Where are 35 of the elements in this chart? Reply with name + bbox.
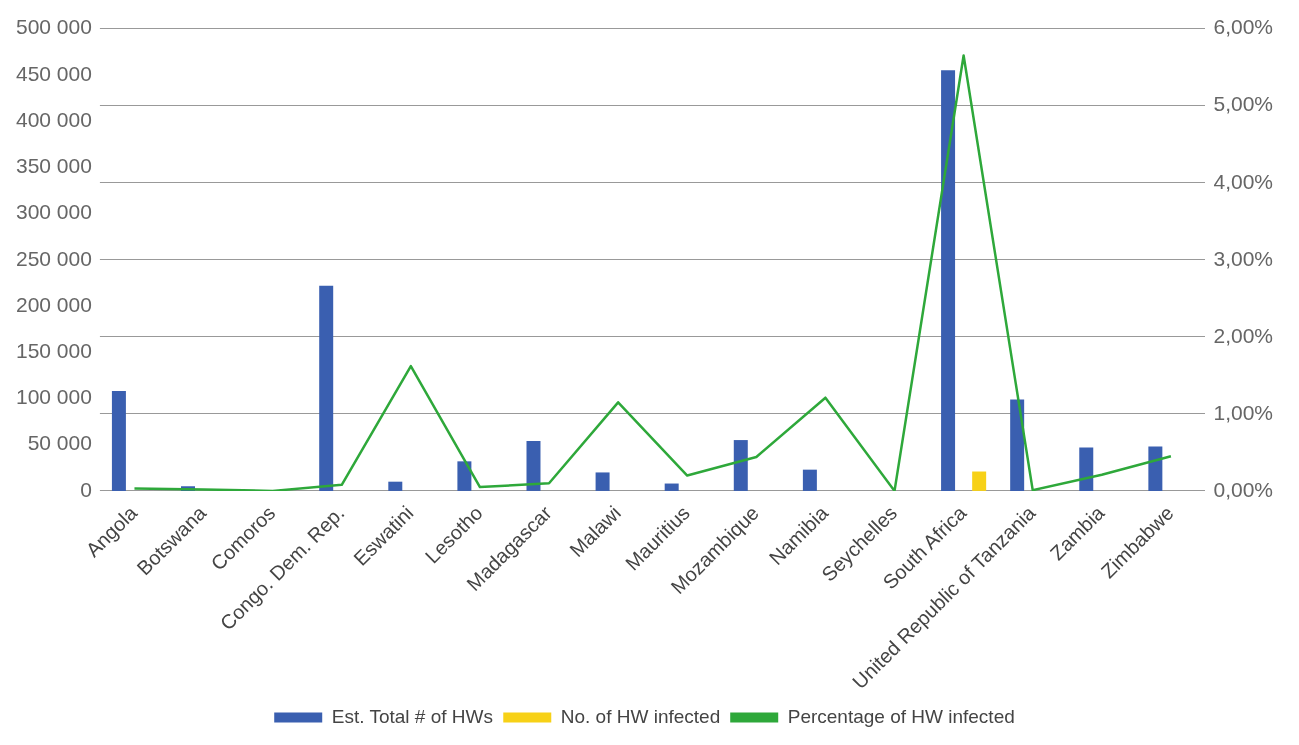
bar	[802, 469, 817, 491]
y-tick-label: 500 000	[15, 15, 92, 39]
y2-tick-label: 4,00%	[1213, 169, 1273, 193]
y-tick-label: 0	[80, 477, 92, 501]
y2-tick-label: 3,00%	[1213, 246, 1273, 270]
bar	[319, 285, 334, 491]
bar	[457, 461, 472, 491]
y2-tick-label: 2,00%	[1213, 323, 1273, 347]
legend-label: Percentage of HW infected	[787, 705, 1015, 727]
y-tick-label: 450 000	[15, 61, 92, 85]
y-tick-label: 400 000	[15, 107, 92, 131]
bar	[526, 441, 541, 491]
bar	[1010, 399, 1025, 491]
bar	[664, 483, 679, 491]
y2-tick-label: 6,00%	[1213, 15, 1273, 39]
bar	[111, 391, 126, 491]
y-tick-label: 300 000	[15, 200, 92, 224]
bar	[388, 481, 403, 491]
legend-label: No. of HW infected	[560, 705, 721, 727]
y-tick-label: 100 000	[15, 385, 92, 409]
y-tick-label: 150 000	[15, 339, 92, 363]
y-tick-label: 50 000	[27, 431, 92, 455]
y-tick-label: 250 000	[15, 246, 92, 270]
y2-tick-label: 5,00%	[1213, 92, 1273, 116]
legend-label: Est. Total # of HWs	[331, 705, 493, 727]
bar	[1079, 447, 1094, 491]
bar	[972, 471, 987, 491]
bar	[1148, 446, 1163, 491]
bar	[595, 472, 610, 491]
y-tick-label: 200 000	[15, 292, 92, 316]
bar	[941, 70, 956, 491]
y2-tick-label: 1,00%	[1213, 400, 1273, 424]
y-tick-label: 350 000	[15, 154, 92, 178]
y2-tick-label: 0,00%	[1213, 477, 1273, 501]
bar	[733, 440, 748, 491]
